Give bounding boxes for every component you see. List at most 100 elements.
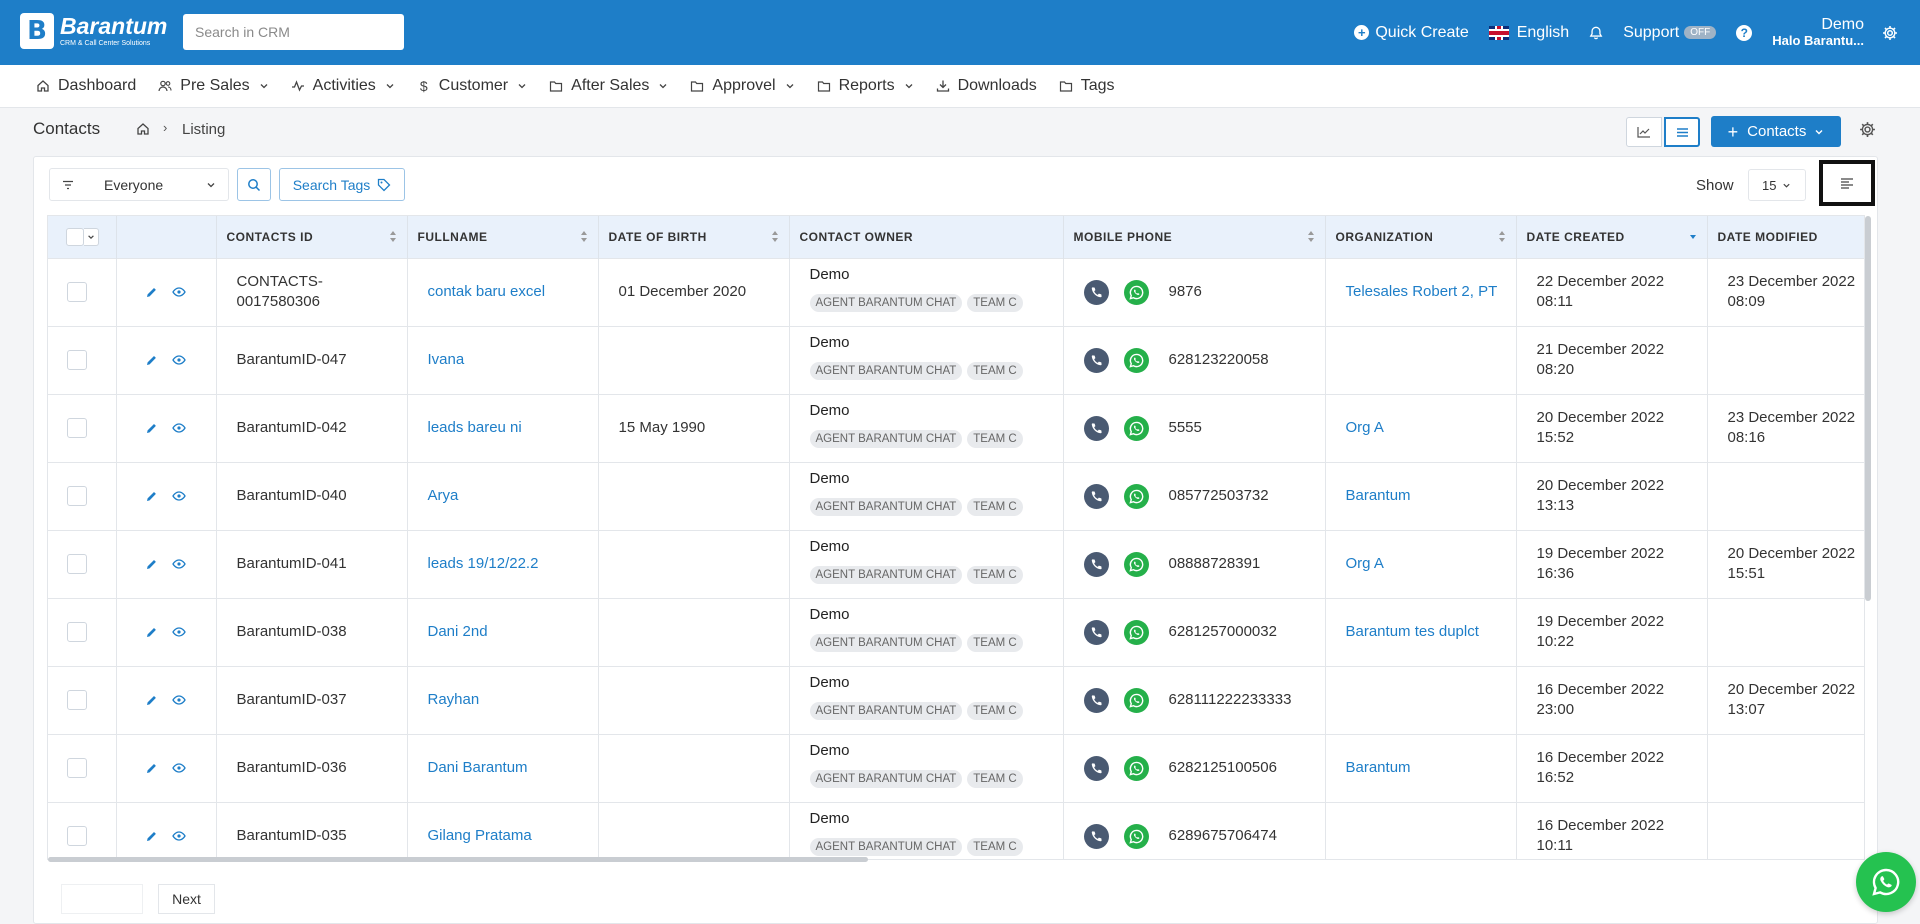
list-view-button[interactable] bbox=[1664, 117, 1700, 147]
call-button[interactable] bbox=[1083, 415, 1109, 441]
edit-pencil-icon[interactable] bbox=[145, 762, 158, 775]
call-button[interactable] bbox=[1083, 823, 1109, 849]
col-header-fullname[interactable]: FULLNAME bbox=[407, 216, 599, 258]
organization-link[interactable]: Org A bbox=[1345, 555, 1384, 572]
page-size-select[interactable]: 15 bbox=[1748, 169, 1806, 201]
fullname-link[interactable]: leads bareu ni bbox=[427, 419, 522, 436]
whatsapp-button[interactable] bbox=[1123, 347, 1149, 373]
edit-pencil-icon[interactable] bbox=[145, 354, 158, 367]
whatsapp-button[interactable] bbox=[1123, 415, 1149, 441]
breadcrumb-home-icon[interactable] bbox=[136, 122, 150, 136]
nav-activities[interactable]: Activities bbox=[291, 77, 395, 95]
organization-link[interactable]: Telesales Robert 2, PT bbox=[1345, 283, 1498, 300]
nav-after-sales[interactable]: After Sales bbox=[549, 77, 668, 95]
call-button[interactable] bbox=[1083, 619, 1109, 645]
whatsapp-button[interactable] bbox=[1123, 483, 1149, 509]
col-header-date-created[interactable]: DATE CREATED bbox=[1516, 216, 1708, 258]
user-menu[interactable]: Demo Halo Barantu... bbox=[1772, 16, 1864, 49]
organization-link[interactable]: Barantum bbox=[1345, 487, 1411, 504]
crm-search-input[interactable] bbox=[183, 14, 404, 50]
nav-tags[interactable]: Tags bbox=[1059, 77, 1115, 95]
view-eye-icon[interactable] bbox=[171, 354, 186, 366]
view-eye-icon[interactable] bbox=[171, 626, 186, 638]
whatsapp-button[interactable] bbox=[1123, 619, 1149, 645]
edit-pencil-icon[interactable] bbox=[145, 490, 158, 503]
col-header-mobile-phone[interactable]: MOBILE PHONE bbox=[1063, 216, 1326, 258]
notifications-button[interactable] bbox=[1589, 26, 1603, 40]
view-eye-icon[interactable] bbox=[171, 830, 186, 842]
fullname-link[interactable]: Ivana bbox=[427, 351, 465, 368]
column-settings-button[interactable] bbox=[1819, 160, 1875, 206]
whatsapp-button[interactable] bbox=[1123, 823, 1149, 849]
row-checkbox[interactable] bbox=[67, 418, 87, 438]
help-button[interactable]: ? bbox=[1736, 24, 1753, 41]
fullname-link[interactable]: contak baru excel bbox=[427, 283, 546, 300]
whatsapp-button[interactable] bbox=[1123, 551, 1149, 577]
view-eye-icon[interactable] bbox=[171, 558, 186, 570]
quick-create-button[interactable]: + Quick Create bbox=[1354, 24, 1469, 42]
col-header-contact-owner[interactable]: CONTACT OWNER bbox=[789, 216, 1064, 258]
view-eye-icon[interactable] bbox=[171, 762, 186, 774]
nav-pre-sales[interactable]: Pre Sales bbox=[158, 77, 268, 95]
add-contacts-button[interactable]: + Contacts bbox=[1711, 116, 1841, 147]
organization-link[interactable]: Barantum tes duplct bbox=[1345, 623, 1479, 640]
page-settings-gear-icon[interactable] bbox=[1859, 121, 1876, 138]
chart-view-button[interactable] bbox=[1626, 117, 1662, 147]
nav-customer[interactable]: $ Customer bbox=[417, 77, 527, 95]
previous-page-button[interactable] bbox=[61, 884, 143, 914]
organization-link[interactable]: Org A bbox=[1345, 419, 1384, 436]
edit-pencil-icon[interactable] bbox=[145, 558, 158, 571]
fullname-link[interactable]: leads 19/12/22.2 bbox=[427, 555, 539, 572]
nav-reports[interactable]: Reports bbox=[817, 77, 914, 95]
select-menu-button[interactable] bbox=[84, 227, 99, 246]
edit-pencil-icon[interactable] bbox=[145, 626, 158, 639]
call-button[interactable] bbox=[1083, 551, 1109, 577]
view-eye-icon[interactable] bbox=[171, 490, 186, 502]
fullname-link[interactable]: Dani 2nd bbox=[427, 623, 488, 640]
language-selector[interactable]: English bbox=[1488, 24, 1569, 42]
whatsapp-button[interactable] bbox=[1123, 279, 1149, 305]
call-button[interactable] bbox=[1083, 755, 1109, 781]
whatsapp-button[interactable] bbox=[1123, 687, 1149, 713]
nav-dashboard[interactable]: Dashboard bbox=[36, 77, 136, 95]
col-header-organization[interactable]: ORGANIZATION bbox=[1325, 216, 1517, 258]
support-toggle[interactable]: Support OFF bbox=[1623, 24, 1717, 42]
col-header-contacts-id[interactable]: CONTACTS ID bbox=[216, 216, 408, 258]
row-checkbox[interactable] bbox=[67, 554, 87, 574]
call-button[interactable] bbox=[1083, 687, 1109, 713]
whatsapp-chat-button[interactable] bbox=[1856, 852, 1916, 912]
call-button[interactable] bbox=[1083, 279, 1109, 305]
row-checkbox[interactable] bbox=[67, 826, 87, 847]
view-eye-icon[interactable] bbox=[171, 422, 186, 434]
call-button[interactable] bbox=[1083, 483, 1109, 509]
fullname-link[interactable]: Arya bbox=[427, 487, 459, 504]
whatsapp-button[interactable] bbox=[1123, 755, 1149, 781]
fullname-link[interactable]: Gilang Pratama bbox=[427, 827, 532, 845]
edit-pencil-icon[interactable] bbox=[145, 830, 158, 843]
vertical-scrollbar[interactable] bbox=[1865, 216, 1871, 601]
call-button[interactable] bbox=[1083, 347, 1109, 373]
organization-link[interactable]: Barantum bbox=[1345, 759, 1411, 776]
next-page-button[interactable]: Next bbox=[158, 884, 215, 914]
nav-downloads[interactable]: Downloads bbox=[936, 77, 1037, 95]
settings-gear-icon[interactable] bbox=[1882, 25, 1898, 41]
edit-pencil-icon[interactable] bbox=[145, 286, 158, 299]
view-eye-icon[interactable] bbox=[171, 694, 186, 706]
col-header-date-modified[interactable]: DATE MODIFIED bbox=[1707, 216, 1864, 258]
nav-approvel[interactable]: Approvel bbox=[690, 77, 794, 95]
row-checkbox[interactable] bbox=[67, 282, 87, 302]
fullname-link[interactable]: Dani Barantum bbox=[427, 759, 528, 776]
row-checkbox[interactable] bbox=[67, 486, 87, 506]
row-checkbox[interactable] bbox=[67, 622, 87, 642]
search-tags-button[interactable]: Search Tags bbox=[279, 168, 405, 201]
table-search-button[interactable] bbox=[237, 168, 271, 201]
owner-filter-select[interactable]: Everyone bbox=[49, 168, 229, 201]
row-checkbox[interactable] bbox=[67, 690, 87, 710]
select-all-checkbox[interactable] bbox=[66, 227, 84, 246]
edit-pencil-icon[interactable] bbox=[145, 422, 158, 435]
fullname-link[interactable]: Rayhan bbox=[427, 691, 480, 708]
edit-pencil-icon[interactable] bbox=[145, 694, 158, 707]
row-checkbox[interactable] bbox=[67, 350, 87, 370]
row-checkbox[interactable] bbox=[67, 758, 87, 778]
col-header-date-of-birth[interactable]: DATE OF BIRTH bbox=[598, 216, 790, 258]
